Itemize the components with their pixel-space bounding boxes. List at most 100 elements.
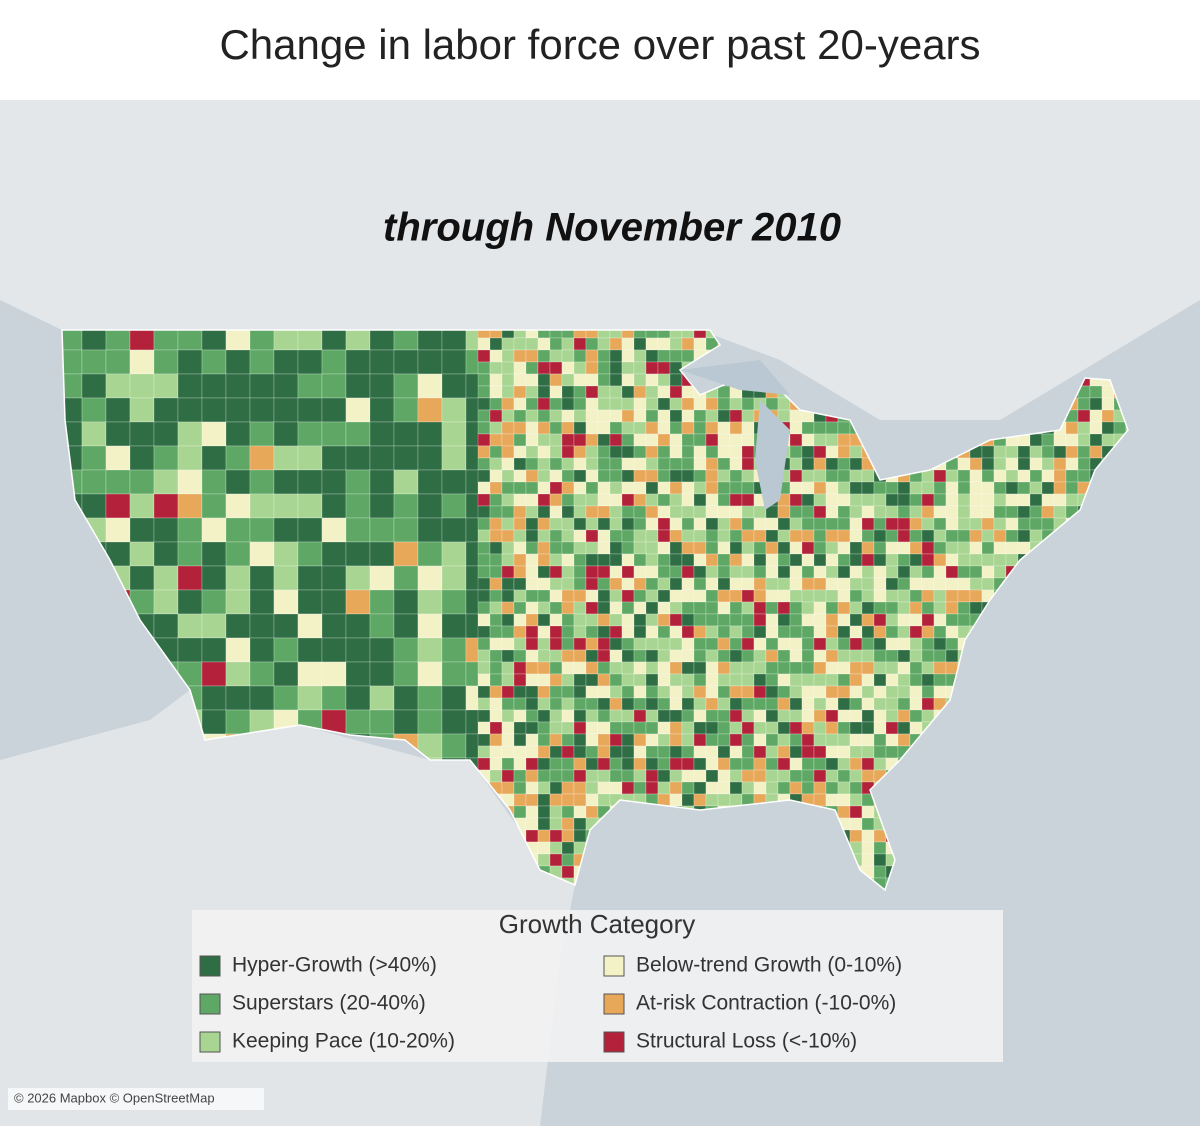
county-cell (909, 697, 923, 711)
county-cell (921, 541, 935, 555)
county-cell (561, 565, 575, 579)
county-cell (657, 625, 671, 639)
county-cell (657, 565, 671, 579)
county-cell (897, 493, 911, 507)
county-cell (597, 457, 611, 471)
county-cell (669, 541, 683, 555)
county-cell (837, 625, 851, 639)
county-cell (729, 661, 743, 675)
county-cell (753, 769, 767, 783)
county-cell (945, 517, 959, 531)
county-cell (741, 673, 755, 687)
county-cell (657, 793, 671, 807)
county-cell (561, 613, 575, 627)
county-cell (1017, 505, 1031, 519)
county-cell (645, 421, 659, 435)
county-cell (573, 493, 587, 507)
county-cell (657, 613, 671, 627)
county-cell (909, 709, 923, 723)
county-cell (573, 793, 587, 807)
county-cell (537, 481, 551, 495)
county-cell (573, 745, 587, 759)
county-cell (741, 733, 755, 747)
county-cell (837, 805, 851, 819)
county-cell (945, 589, 959, 603)
county-cell (441, 541, 467, 567)
county-cell (621, 433, 635, 447)
county-cell (621, 385, 635, 399)
county-cell (525, 673, 539, 687)
county-cell (441, 709, 467, 735)
county-cell (573, 601, 587, 615)
county-cell (393, 373, 419, 399)
county-cell (885, 649, 899, 663)
county-cell (177, 517, 203, 543)
county-cell (609, 721, 623, 735)
county-cell (933, 517, 947, 531)
county-cell (753, 601, 767, 615)
county-cell (801, 733, 815, 747)
county-cell (597, 445, 611, 459)
county-cell (477, 505, 491, 519)
county-cell (585, 361, 599, 375)
legend-swatch (603, 955, 625, 977)
county-cell (597, 553, 611, 567)
county-cell (585, 529, 599, 543)
county-cell (1077, 469, 1091, 483)
county-cell (801, 445, 815, 459)
county-cell (909, 589, 923, 603)
county-cell (969, 553, 983, 567)
county-cell (717, 589, 731, 603)
county-cell (1017, 445, 1031, 459)
county-cell (249, 637, 275, 663)
county-cell (921, 565, 935, 579)
county-cell (633, 709, 647, 723)
county-cell (729, 469, 743, 483)
county-cell (393, 661, 419, 687)
county-cell (801, 745, 815, 759)
county-cell (609, 469, 623, 483)
county-cell (633, 589, 647, 603)
county-cell (693, 745, 707, 759)
county-cell (513, 637, 527, 651)
county-cell (609, 709, 623, 723)
county-cell (153, 565, 179, 591)
county-cell (549, 793, 563, 807)
county-cell (597, 601, 611, 615)
county-cell (705, 529, 719, 543)
county-cell (657, 373, 671, 387)
county-cell (597, 769, 611, 783)
county-cell (717, 745, 731, 759)
county-cell (585, 721, 599, 735)
county-cell (513, 661, 527, 675)
county-cell (297, 493, 323, 519)
county-cell (621, 421, 635, 435)
county-cell (789, 697, 803, 711)
county-cell (885, 553, 899, 567)
county-cell (717, 469, 731, 483)
county-cell (321, 469, 347, 495)
county-cell (609, 457, 623, 471)
county-cell (369, 349, 395, 375)
county-cell (801, 541, 815, 555)
county-cell (813, 517, 827, 531)
county-cell (717, 625, 731, 639)
county-cell (1077, 445, 1091, 459)
county-cell (921, 697, 935, 711)
county-cell (549, 469, 563, 483)
county-cell (669, 445, 683, 459)
county-cell (921, 637, 935, 651)
county-cell (489, 433, 503, 447)
county-cell (489, 661, 503, 675)
county-cell (1077, 421, 1091, 435)
county-cell (861, 637, 875, 651)
county-cell (681, 517, 695, 531)
county-cell (753, 781, 767, 795)
county-cell (297, 421, 323, 447)
county-cell (1101, 397, 1115, 411)
county-cell (705, 613, 719, 627)
county-cell (1005, 517, 1019, 531)
county-cell (573, 769, 587, 783)
county-cell (1053, 433, 1067, 447)
county-cell (525, 745, 539, 759)
